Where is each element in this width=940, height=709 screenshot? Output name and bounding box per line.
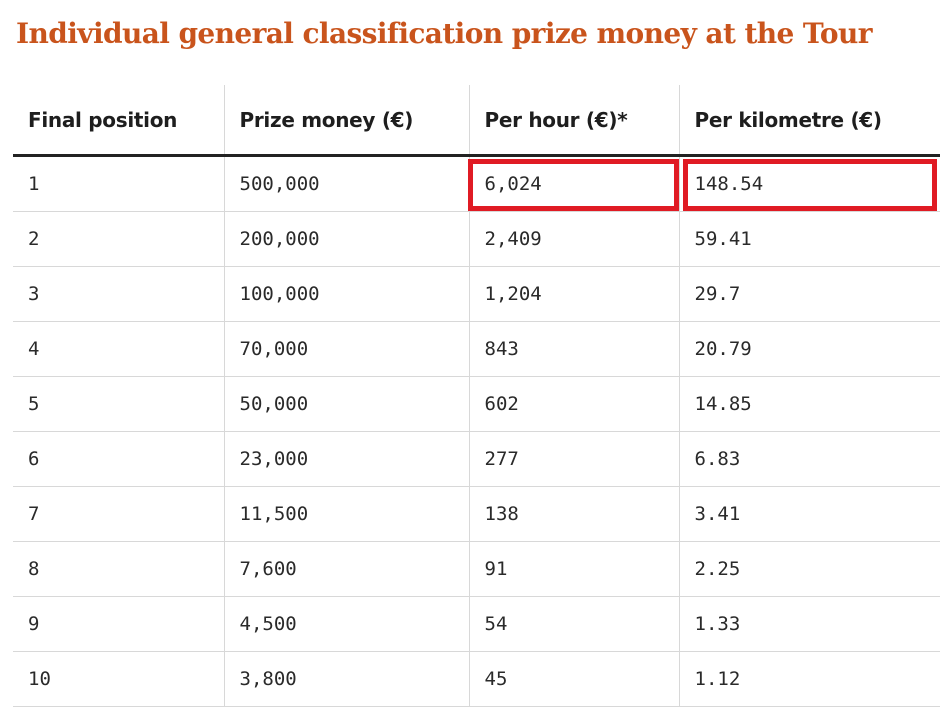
cell-per-kilometre: 148.54 <box>678 155 940 212</box>
cell-per-hour: 1,204 <box>468 266 679 322</box>
page-title: Individual general classification prize … <box>16 17 873 50</box>
cell-final-position: 6 <box>13 431 224 487</box>
cell-final-position: 4 <box>13 321 224 377</box>
table-row: 1 500,000 6,024 148.54 <box>13 155 940 212</box>
cell-per-hour: 54 <box>468 596 679 652</box>
cell-prize-money: 23,000 <box>223 431 469 487</box>
cell-per-hour: 91 <box>468 541 679 597</box>
table-row: 5 50,000 602 14.85 <box>13 376 940 432</box>
cell-final-position: 1 <box>13 155 224 212</box>
cell-per-kilometre: 1.12 <box>678 651 940 707</box>
table-header-row: Final position Prize money (€) Per hour … <box>13 85 940 157</box>
cell-per-hour: 138 <box>468 486 679 542</box>
cell-prize-money: 3,800 <box>223 651 469 707</box>
cell-prize-money: 4,500 <box>223 596 469 652</box>
header-prize-money: Prize money (€) <box>223 85 469 157</box>
table-row: 3 100,000 1,204 29.7 <box>13 266 940 322</box>
header-final-position: Final position <box>13 85 224 157</box>
cell-prize-money: 500,000 <box>223 155 469 212</box>
cell-per-hour: 45 <box>468 651 679 707</box>
cell-final-position: 8 <box>13 541 224 597</box>
cell-per-hour: 602 <box>468 376 679 432</box>
cell-final-position: 3 <box>13 266 224 322</box>
cell-per-hour: 6,024 <box>468 155 679 212</box>
table-row: 4 70,000 843 20.79 <box>13 321 940 377</box>
header-per-kilometre: Per kilometre (€) <box>678 85 940 157</box>
table-row: 10 3,800 45 1.12 <box>13 651 940 707</box>
cell-final-position: 2 <box>13 211 224 267</box>
cell-prize-money: 11,500 <box>223 486 469 542</box>
cell-prize-money: 200,000 <box>223 211 469 267</box>
table-row: 7 11,500 138 3.41 <box>13 486 940 542</box>
cell-per-kilometre: 14.85 <box>678 376 940 432</box>
prize-money-table: Final position Prize money (€) Per hour … <box>13 85 940 707</box>
cell-per-kilometre: 6.83 <box>678 431 940 487</box>
table-row: 8 7,600 91 2.25 <box>13 541 940 597</box>
cell-final-position: 5 <box>13 376 224 432</box>
table-row: 9 4,500 54 1.33 <box>13 596 940 652</box>
cell-prize-money: 100,000 <box>223 266 469 322</box>
cell-per-kilometre: 20.79 <box>678 321 940 377</box>
table-row: 2 200,000 2,409 59.41 <box>13 211 940 267</box>
cell-per-hour: 277 <box>468 431 679 487</box>
cell-per-hour: 843 <box>468 321 679 377</box>
cell-final-position: 9 <box>13 596 224 652</box>
cell-prize-money: 70,000 <box>223 321 469 377</box>
cell-per-kilometre: 29.7 <box>678 266 940 322</box>
cell-prize-money: 7,600 <box>223 541 469 597</box>
cell-final-position: 10 <box>13 651 224 707</box>
cell-per-kilometre: 2.25 <box>678 541 940 597</box>
table-row: 6 23,000 277 6.83 <box>13 431 940 487</box>
cell-per-kilometre: 3.41 <box>678 486 940 542</box>
header-per-hour: Per hour (€)* <box>468 85 679 157</box>
cell-per-kilometre: 1.33 <box>678 596 940 652</box>
cell-per-kilometre: 59.41 <box>678 211 940 267</box>
cell-per-hour: 2,409 <box>468 211 679 267</box>
cell-prize-money: 50,000 <box>223 376 469 432</box>
cell-final-position: 7 <box>13 486 224 542</box>
